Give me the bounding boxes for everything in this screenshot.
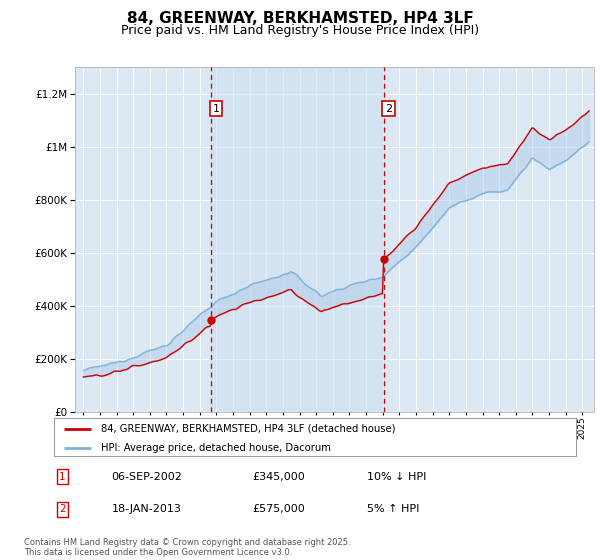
Text: 1: 1 <box>212 104 220 114</box>
Text: 84, GREENWAY, BERKHAMSTED, HP4 3LF: 84, GREENWAY, BERKHAMSTED, HP4 3LF <box>127 11 473 26</box>
Text: HPI: Average price, detached house, Dacorum: HPI: Average price, detached house, Daco… <box>101 443 331 453</box>
Text: 1: 1 <box>59 472 66 482</box>
Text: 2: 2 <box>59 505 66 515</box>
Text: £345,000: £345,000 <box>253 472 305 482</box>
Text: 06-SEP-2002: 06-SEP-2002 <box>112 472 182 482</box>
Text: £575,000: £575,000 <box>253 505 305 515</box>
Text: 18-JAN-2013: 18-JAN-2013 <box>112 505 181 515</box>
Text: 5% ↑ HPI: 5% ↑ HPI <box>367 505 419 515</box>
Text: Contains HM Land Registry data © Crown copyright and database right 2025.
This d: Contains HM Land Registry data © Crown c… <box>24 538 350 557</box>
Bar <box>211 67 383 412</box>
Text: 2: 2 <box>385 104 392 114</box>
Text: 84, GREENWAY, BERKHAMSTED, HP4 3LF (detached house): 84, GREENWAY, BERKHAMSTED, HP4 3LF (deta… <box>101 424 395 434</box>
Text: Price paid vs. HM Land Registry's House Price Index (HPI): Price paid vs. HM Land Registry's House … <box>121 24 479 36</box>
Text: 10% ↓ HPI: 10% ↓ HPI <box>367 472 427 482</box>
